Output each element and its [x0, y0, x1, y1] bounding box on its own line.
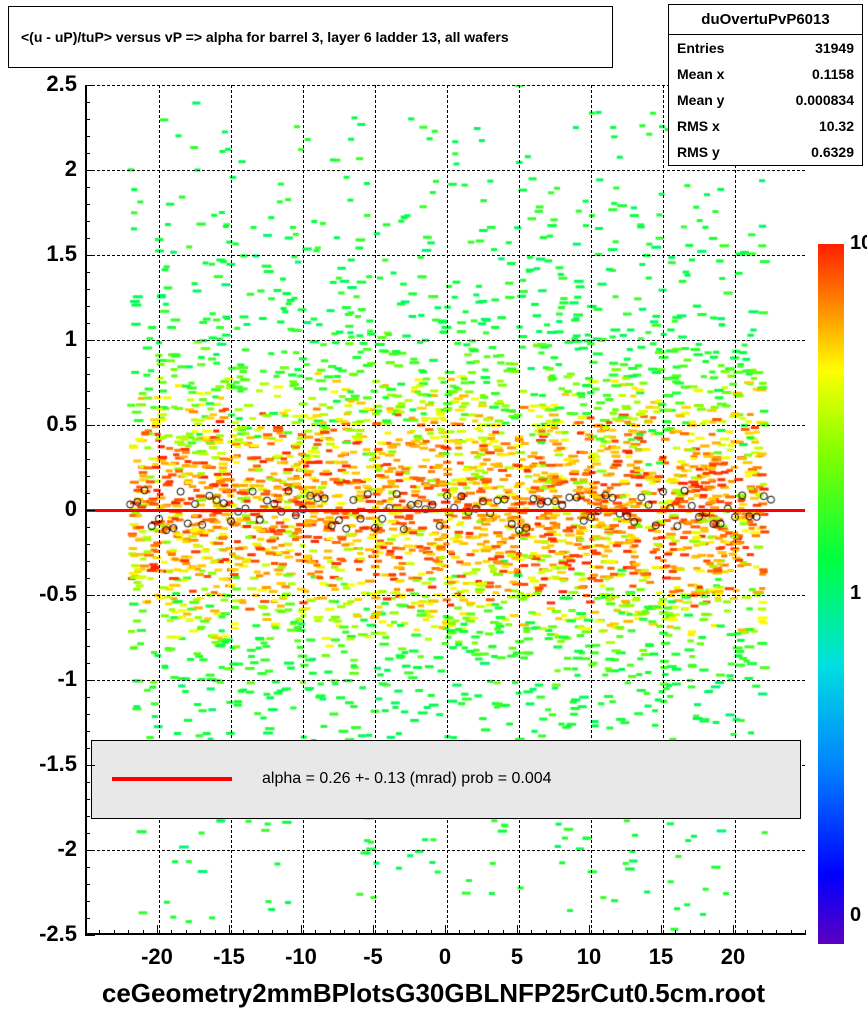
stats-row-entries: Entries 31949 [669, 35, 862, 61]
stats-row-rmsx: RMS x 10.32 [669, 113, 862, 139]
stats-label: Entries [677, 40, 724, 56]
stats-value: 0.6329 [811, 144, 854, 160]
x-tick-label: -5 [363, 944, 383, 970]
stats-row-meany: Mean y 0.000834 [669, 87, 862, 113]
stats-row-meanx: Mean x 0.1158 [669, 61, 862, 87]
colorbar-tick-label: 0 [850, 904, 861, 927]
stats-value: 0.000834 [796, 92, 854, 108]
x-tick-label: -10 [285, 944, 317, 970]
y-tick-label: 2 [17, 156, 77, 182]
legend-line-sample [112, 777, 232, 781]
stats-value: 31949 [815, 40, 854, 56]
y-tick-label: -2 [17, 836, 77, 862]
x-tick-label: 5 [511, 944, 523, 970]
x-tick-label: 10 [577, 944, 601, 970]
y-tick-label: -2.5 [17, 921, 77, 947]
stats-name: duOvertuPvP6013 [669, 5, 862, 35]
y-tick-label: -0.5 [17, 581, 77, 607]
stats-row-rmsy: RMS y 0.6329 [669, 139, 862, 165]
stats-value: 0.1158 [812, 66, 854, 82]
stats-label: Mean y [677, 92, 724, 108]
stats-label: RMS y [677, 144, 720, 160]
y-tick-label: 1 [17, 326, 77, 352]
y-tick-label: -1.5 [17, 751, 77, 777]
footer-filename: ceGeometry2mmBPlotsG30GBLNFP25rCut0.5cm.… [0, 978, 867, 1009]
x-tick-label: 15 [649, 944, 673, 970]
y-tick-label: 0 [17, 496, 77, 522]
x-tick-label: -15 [213, 944, 245, 970]
stats-label: RMS x [677, 118, 720, 134]
legend-text: alpha = 0.26 +- 0.13 (mrad) prob = 0.004 [262, 770, 552, 788]
y-tick-label: 2.5 [17, 71, 77, 97]
x-tick-label: 20 [721, 944, 745, 970]
colorbar [818, 244, 844, 944]
x-tick-label: -20 [141, 944, 173, 970]
colorbar-tick-label: 1 [850, 582, 861, 605]
y-tick-label: 1.5 [17, 241, 77, 267]
colorbar-tick-label: 10 [850, 232, 867, 255]
chart-title: <(u - uP)/tuP> versus vP => alpha for ba… [21, 29, 509, 45]
y-tick-label: 0.5 [17, 411, 77, 437]
plot-area: alpha = 0.26 +- 0.13 (mrad) prob = 0.004 [85, 85, 805, 935]
stats-value: 10.32 [819, 118, 854, 134]
stats-label: Mean x [677, 66, 724, 82]
chart-title-box: <(u - uP)/tuP> versus vP => alpha for ba… [8, 6, 613, 68]
x-tick-label: 0 [439, 944, 451, 970]
y-tick-label: -1 [17, 666, 77, 692]
stats-box: duOvertuPvP6013 Entries 31949 Mean x 0.1… [668, 4, 863, 166]
